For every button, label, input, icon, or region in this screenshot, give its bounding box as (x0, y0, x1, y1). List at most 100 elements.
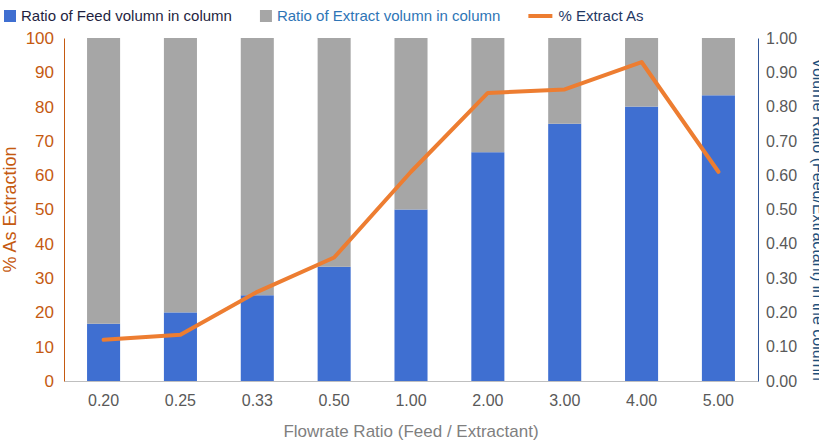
line (104, 62, 719, 340)
tick: 0.70 (758, 133, 797, 150)
legend-swatch (528, 14, 552, 18)
tick-label: 3.00 (549, 392, 580, 409)
bar (241, 38, 274, 295)
tick-label: 20 (35, 303, 54, 322)
tick: 50 (35, 200, 64, 219)
tick-label: 4.00 (626, 392, 657, 409)
tick: 0 (45, 372, 64, 391)
tick-label: 0.30 (766, 270, 797, 287)
tick: 1.00 (758, 30, 797, 47)
marks (87, 38, 735, 381)
y-axis-title: % As Extraction (0, 146, 20, 272)
tick: 40 (35, 235, 64, 254)
bar (318, 38, 351, 267)
bar (87, 324, 120, 381)
legend-swatch (4, 10, 16, 22)
tick-label: 60 (35, 166, 54, 185)
axis-line (65, 381, 759, 382)
y2-axis-title: Volume Ratio (Feed/Extractant) in the co… (810, 58, 819, 381)
tick-label: 0.50 (766, 201, 797, 218)
bar (164, 312, 197, 381)
tick: 0.10 (758, 338, 797, 355)
tick: 0.40 (758, 235, 797, 252)
tick-label: 2.00 (472, 392, 503, 409)
tick: 20 (35, 303, 64, 322)
bar (394, 210, 427, 382)
tick: 0.20 (88, 381, 119, 409)
tick: 100 (26, 29, 64, 48)
tick: 3.00 (549, 381, 580, 409)
tick-label: 0.70 (766, 133, 797, 150)
tick: 0.90 (758, 64, 797, 81)
bar (702, 95, 735, 381)
tick-label: 0.50 (319, 392, 350, 409)
tick-label: 80 (35, 98, 54, 117)
legend-item: Ratio of Feed volumn in column (4, 7, 232, 24)
bar-series (87, 38, 735, 324)
axis-line (64, 39, 65, 382)
tick: 0.60 (758, 167, 797, 184)
tick-label: 0.20 (88, 392, 119, 409)
tick-label: 0.20 (766, 304, 797, 321)
legend-swatch (260, 10, 272, 22)
bar (702, 38, 735, 95)
tick: 0.50 (758, 201, 797, 218)
tick-label: 0.90 (766, 64, 797, 81)
tick-label: 50 (35, 200, 54, 219)
tick-label: 1.00 (766, 30, 797, 47)
bar (318, 267, 351, 381)
tick-label: 0.40 (766, 235, 797, 252)
axis-line (758, 39, 759, 382)
chart: 0.20 0.25 0.33 0.50 1.00 2.00 3.00 4.00 5.00 0 10 2… (0, 0, 819, 445)
tick: 2.00 (472, 381, 503, 409)
tick: 90 (35, 63, 64, 82)
legend-item: Ratio of Extract volumn in column (260, 7, 500, 24)
bar (548, 38, 581, 124)
tick-label: 90 (35, 63, 54, 82)
tick: 0.80 (758, 98, 797, 115)
tick-label: 0.33 (242, 392, 273, 409)
tick: 60 (35, 166, 64, 185)
tick-label: 0 (45, 372, 54, 391)
tick: 80 (35, 98, 64, 117)
tick-label: 0.10 (766, 338, 797, 355)
tick: 0.00 (758, 373, 797, 390)
x-axis-title: Flowrate Ratio (Feed / Extractant) (283, 422, 538, 441)
tick: 0.33 (242, 381, 273, 409)
legend: Ratio of Feed volumn in column Ratio of E… (4, 7, 643, 24)
tick-label: 1.00 (395, 392, 426, 409)
tick-label: 100 (26, 29, 54, 48)
tick-label: 0.25 (165, 392, 196, 409)
bar (625, 107, 658, 381)
tick-label: 0.60 (766, 167, 797, 184)
legend-label: Ratio of Extract volumn in column (277, 7, 500, 24)
tick: 4.00 (626, 381, 657, 409)
bar (241, 295, 274, 381)
bar (548, 124, 581, 381)
tick-label: 30 (35, 269, 54, 288)
bar (164, 38, 197, 312)
tick-label: 70 (35, 132, 54, 151)
tick: 1.00 (395, 381, 426, 409)
bar (87, 38, 120, 324)
legend-item: % Extract As (528, 7, 643, 24)
tick-label: 0.80 (766, 98, 797, 115)
tick: 0.50 (319, 381, 350, 409)
legend-label: % Extract As (558, 7, 643, 24)
tick-label: 5.00 (703, 392, 734, 409)
tick-label: 0.00 (766, 373, 797, 390)
bar (471, 152, 504, 381)
plot-area: 0.20 0.25 0.33 0.50 1.00 2.00 3.00 4.00 5.00 0 10 2… (26, 29, 798, 409)
tick: 0.30 (758, 270, 797, 287)
y2-axis: 0.00 0.10 0.20 0.30 0.40 0.50 0.60 0.70 0.80 0.90… (758, 30, 797, 390)
x-axis: 0.20 0.25 0.33 0.50 1.00 2.00 3.00 4.00 5.00 (65, 381, 759, 409)
bar (625, 38, 658, 107)
tick-label: 10 (35, 338, 54, 357)
tick-label: 40 (35, 235, 54, 254)
legend-label: Ratio of Feed volumn in column (21, 7, 232, 24)
tick: 0.25 (165, 381, 196, 409)
tick: 0.20 (758, 304, 797, 321)
tick: 5.00 (703, 381, 734, 409)
tick: 70 (35, 132, 64, 151)
tick: 30 (35, 269, 64, 288)
